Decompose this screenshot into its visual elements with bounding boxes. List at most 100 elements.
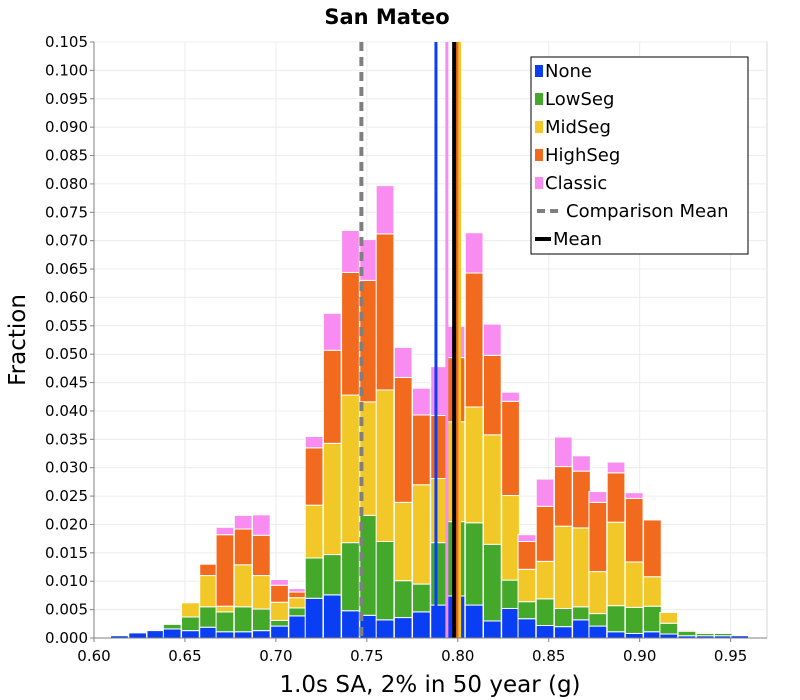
bar-none <box>341 610 360 639</box>
bar-lowseg <box>482 543 502 622</box>
y-tick-label: 0.025 <box>45 487 88 505</box>
bar-midseg <box>482 434 502 545</box>
bar-none <box>393 617 413 639</box>
y-tick-label: 0.040 <box>45 402 88 420</box>
legend-label-classic: Classic <box>545 173 607 194</box>
bar-classic <box>572 455 591 472</box>
bar-classic <box>606 461 626 474</box>
y-tick-label: 0.090 <box>45 118 88 136</box>
y-tick-label: 0.085 <box>45 147 88 165</box>
y-tick-label: 0.010 <box>45 572 88 590</box>
bar-classic <box>304 436 324 449</box>
bar-lowseg <box>288 607 308 617</box>
bar-highseg <box>341 271 360 396</box>
bar-highseg <box>251 534 271 577</box>
bar-lowseg <box>251 608 271 632</box>
x-tick-labels: 0.60 0.65 0.70 0.75 0.80 0.85 0.90 0.95 <box>77 638 747 665</box>
y-tick-label: 0.050 <box>45 345 88 363</box>
bar-classic <box>288 588 308 593</box>
bar-none <box>624 632 644 639</box>
bar-lowseg <box>199 606 218 628</box>
bar-lowseg <box>412 583 431 613</box>
bar-highseg <box>572 470 591 529</box>
bar-lowseg <box>233 606 253 633</box>
bar-lowseg <box>624 606 644 634</box>
bar-midseg <box>199 575 218 608</box>
y-tick-label: 0.080 <box>45 175 88 193</box>
bar-classic <box>482 323 502 356</box>
y-axis-label: Fraction <box>5 294 31 386</box>
bar-highseg <box>624 497 644 563</box>
bar-highseg <box>199 563 218 577</box>
bar-classic <box>535 478 555 507</box>
x-tick-label: 0.60 <box>77 647 110 665</box>
bar-lowseg <box>535 598 555 627</box>
bar-classic <box>393 346 413 378</box>
legend-swatch-none <box>535 65 543 77</box>
bar-classic <box>553 436 573 468</box>
bar-highseg <box>553 466 573 527</box>
y-tick-label: 0.000 <box>45 629 88 647</box>
bar-midseg <box>288 597 308 609</box>
bar-highseg <box>606 472 626 523</box>
bar-none <box>588 625 608 639</box>
bar-none <box>659 633 679 639</box>
bar-highseg <box>215 534 235 607</box>
bar-midseg <box>553 525 573 609</box>
x-tick-label: 0.95 <box>714 647 747 665</box>
y-tick-label: 0.070 <box>45 232 88 250</box>
bar-midseg <box>233 564 253 608</box>
legend-label-none: None <box>545 61 592 82</box>
x-axis-label: 1.0s SA, 2% in 50 year (g) <box>279 672 580 698</box>
bar-classic <box>517 534 537 543</box>
bar-highseg <box>375 233 395 391</box>
bar-midseg <box>588 571 608 615</box>
bar-lowseg <box>181 616 200 632</box>
bar-lowseg <box>270 619 289 627</box>
bar-none <box>553 626 573 639</box>
y-tick-label: 0.095 <box>45 90 88 108</box>
y-tick-label: 0.105 <box>45 33 88 51</box>
bar-lowseg <box>572 606 591 621</box>
bar-midseg <box>181 602 200 618</box>
x-tick-label: 0.90 <box>623 647 656 665</box>
bar-classic <box>322 312 342 351</box>
bar-none <box>517 618 537 639</box>
bar-lowseg <box>341 542 360 612</box>
bar-none <box>606 631 626 639</box>
bar-highseg <box>412 414 431 486</box>
bar-midseg <box>464 406 484 524</box>
y-tick-label: 0.100 <box>45 61 88 79</box>
bar-none <box>288 615 308 639</box>
bar-none <box>162 628 182 639</box>
bar-midseg <box>393 501 413 582</box>
bar-none <box>181 630 200 639</box>
bar-lowseg <box>322 554 342 596</box>
bar-lowseg <box>517 601 537 620</box>
legend-label-midseg: MidSeg <box>545 117 611 138</box>
bar-midseg <box>322 442 342 556</box>
bar-midseg <box>643 576 662 607</box>
bar-midseg <box>412 484 431 585</box>
bar-midseg <box>304 504 324 559</box>
bar-highseg <box>535 505 555 562</box>
bar-lowseg <box>162 623 182 630</box>
bar-none <box>270 625 289 639</box>
bar-highseg <box>588 501 608 573</box>
bar-midseg <box>695 631 715 634</box>
bar-lowseg <box>304 557 324 599</box>
bar-midseg <box>572 527 591 608</box>
bar-midseg <box>215 605 235 613</box>
x-tick-label: 0.65 <box>168 647 201 665</box>
bar-classic <box>215 526 235 536</box>
bar-none <box>464 604 484 639</box>
legend-swatch-classic <box>535 177 543 189</box>
bar-highseg <box>482 354 502 436</box>
bar-lowseg <box>553 607 573 628</box>
y-tick-label: 0.020 <box>45 515 88 533</box>
bar-midseg <box>624 561 644 608</box>
y-tick-label: 0.060 <box>45 288 88 306</box>
legend-swatch-lowseg <box>535 93 543 105</box>
bar-none <box>572 619 591 639</box>
bar-highseg <box>464 272 484 408</box>
